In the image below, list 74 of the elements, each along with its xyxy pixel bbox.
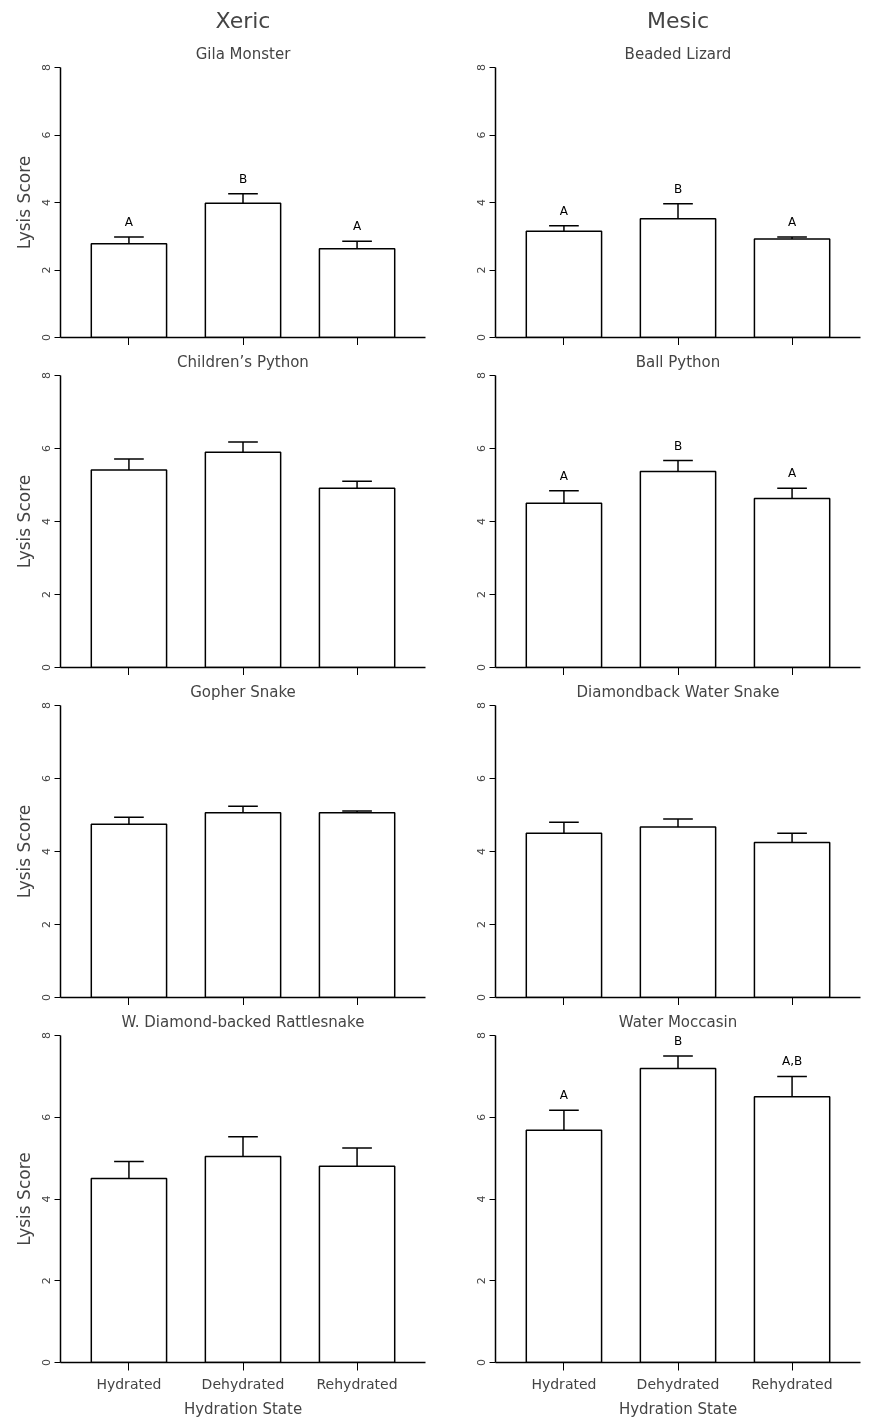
y-tick-label: 6 [474,1113,488,1121]
y-tick-label: 4 [39,518,53,525]
annotation: A [559,1088,569,1103]
y-tick-label: 0 [39,664,53,671]
y-tick-label: 6 [474,445,488,452]
annotation: A [124,214,134,229]
annotation: A [559,203,569,218]
y-tick-label: 0 [474,664,488,671]
y-tick-label: 4 [474,199,488,206]
y-tick-label: 8 [474,702,488,709]
y-tick-label: 4 [39,1195,53,1203]
annotation: B [673,438,683,453]
y-tick-label: 6 [474,775,488,782]
x-tick-label: Hydrated [531,1375,597,1392]
y-tick-label: 6 [39,445,53,452]
text: Mesic [646,7,710,33]
y-tick-label: 2 [39,921,53,928]
x-axis-title: Hydration State [618,1399,738,1418]
y-tick-label: 0 [474,334,488,341]
y-tick-label: 0 [39,994,53,1001]
y-tick-label: 4 [474,518,488,525]
annotation: A [559,468,569,483]
y-tick-label: 2 [474,591,488,598]
text: Xeric [215,7,271,33]
y-tick-label: 4 [39,199,53,206]
y-tick-label: 8 [39,372,53,379]
y-tick-label: 8 [474,1032,488,1039]
y-tick-label: 0 [39,1359,53,1366]
y-axis-title: Lysis Score [13,155,34,250]
annotation: A [787,214,797,229]
y-tick-label: 2 [474,921,488,928]
y-tick-label: 2 [474,266,488,274]
y-tick-label: 6 [39,1113,53,1121]
y-tick-label: 6 [39,775,53,782]
y-tick-label: 8 [474,372,488,379]
y-tick-label: 2 [39,1277,53,1285]
y-tick-label: 2 [39,266,53,274]
x-axis-title: Hydration State [183,1399,303,1418]
annotation: A,B [781,1054,803,1069]
y-tick-label: 6 [474,131,488,139]
y-tick-label: 0 [39,334,53,341]
x-tick-label: Dehydrated [201,1375,285,1392]
x-tick-label: Dehydrated [636,1375,720,1392]
chart-title: W. Diamond-backed Rattlesnake [121,1012,365,1031]
x-tick-label: Rehydrated [316,1375,398,1392]
y-tick-label: 4 [474,1195,488,1203]
chart-title: Gopher Snake [190,682,296,701]
chart-title: Gila Monster [195,44,292,63]
y-axis-title: Lysis Score [13,474,34,569]
y-axis-title: Lysis Score [13,804,34,899]
x-tick-label: Rehydrated [751,1375,833,1392]
annotation: B [673,181,683,196]
chart-title: Children’s Python [177,352,309,371]
x-tick-label: Hydrated [96,1375,162,1392]
annotation: A [352,219,362,234]
y-tick-label: 6 [39,131,53,139]
y-tick-label: 8 [474,64,488,71]
y-tick-label: 2 [474,1277,488,1285]
y-tick-label: 4 [474,848,488,855]
y-tick-label: 8 [39,702,53,709]
chart-title: Beaded Lizard [624,44,732,63]
chart-title: Diamondback Water Snake [576,682,780,701]
y-tick-label: 8 [39,64,53,71]
y-tick-label: 2 [39,591,53,598]
y-axis-title: Lysis Score [13,1152,34,1246]
annotation: A [787,466,797,481]
y-tick-label: 0 [474,994,488,1001]
annotation: B [238,171,248,186]
chart-title: Water Moccasin [618,1012,738,1031]
y-tick-label: 0 [474,1359,488,1366]
y-tick-label: 8 [39,1032,53,1039]
y-tick-label: 4 [39,848,53,855]
annotation: B [673,1033,683,1048]
chart-title: Ball Python [635,352,721,371]
